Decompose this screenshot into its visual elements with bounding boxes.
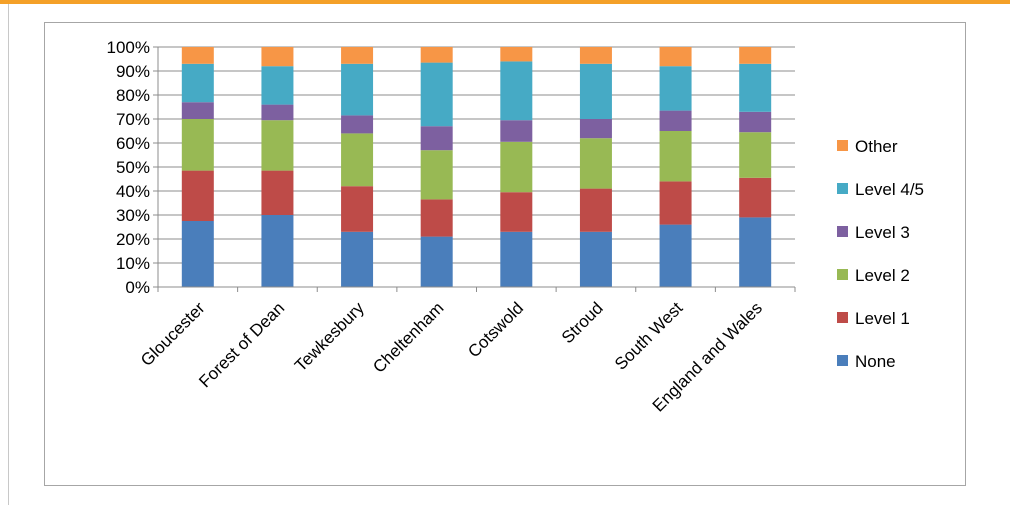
x-category-label: South West bbox=[611, 298, 687, 374]
gridlines bbox=[158, 46, 795, 264]
legend-swatch bbox=[837, 269, 848, 280]
bar-segment-none bbox=[181, 221, 214, 287]
x-category-label: Cheltenham bbox=[369, 298, 447, 376]
x-category-label: Stroud bbox=[558, 298, 607, 347]
bar-segment-none bbox=[659, 224, 692, 287]
legend-label: None bbox=[855, 352, 896, 371]
y-tick-label: 30% bbox=[116, 206, 150, 225]
bar-segment-level-4-5 bbox=[181, 63, 214, 103]
legend-label: Level 3 bbox=[855, 223, 910, 242]
bar-segment-level-4-5 bbox=[659, 66, 692, 111]
y-tick-label: 10% bbox=[116, 254, 150, 273]
bar-segment-level-1 bbox=[739, 177, 772, 218]
bar-segment-none bbox=[261, 215, 294, 287]
y-tick-label: 60% bbox=[116, 134, 150, 153]
bar-segment-level-3 bbox=[500, 120, 533, 142]
bar-stacks bbox=[181, 47, 772, 287]
bar-segment-level-3 bbox=[341, 115, 374, 134]
legend: Other Level 4/5 Level 3 Level 2 Level 1 None bbox=[837, 137, 924, 371]
bar-segment-level-1 bbox=[579, 188, 612, 232]
bar-segment-none bbox=[739, 217, 772, 287]
left-margin-rule bbox=[8, 4, 9, 505]
bar-segment-level-3 bbox=[181, 102, 214, 119]
y-tick-label: 40% bbox=[116, 182, 150, 201]
legend-label: Level 4/5 bbox=[855, 180, 924, 199]
x-category-label: Tewkesbury bbox=[291, 298, 368, 375]
bar-segment-level-4-5 bbox=[261, 66, 294, 105]
y-tick-label: 90% bbox=[116, 62, 150, 81]
bar-segment-other bbox=[579, 47, 612, 64]
legend-swatch bbox=[837, 355, 848, 366]
bar-segment-other bbox=[500, 47, 533, 62]
bar-segment-level-4-5 bbox=[500, 61, 533, 121]
bar-segment-other bbox=[181, 47, 214, 64]
bar-segment-level-2 bbox=[659, 131, 692, 182]
bar-segment-none bbox=[420, 236, 453, 287]
legend-label: Other bbox=[855, 137, 898, 156]
bar-segment-level-2 bbox=[261, 120, 294, 171]
top-accent-bar bbox=[0, 0, 1010, 4]
legend-swatch bbox=[837, 140, 848, 151]
bar-segment-level-2 bbox=[579, 138, 612, 189]
bar-segment-level-2 bbox=[420, 150, 453, 200]
bar-segment-other bbox=[420, 47, 453, 63]
legend-swatch bbox=[837, 183, 848, 194]
legend-label: Level 1 bbox=[855, 309, 910, 328]
y-tick-label: 70% bbox=[116, 110, 150, 129]
bar-segment-level-4-5 bbox=[579, 63, 612, 119]
legend-swatch bbox=[837, 312, 848, 323]
bar-segment-other bbox=[261, 47, 294, 67]
y-tick-label: 20% bbox=[116, 230, 150, 249]
bar-segment-none bbox=[579, 231, 612, 287]
bar-segment-level-3 bbox=[420, 126, 453, 151]
y-tick-label: 50% bbox=[116, 158, 150, 177]
bar-segment-level-1 bbox=[659, 181, 692, 225]
bar-segment-other bbox=[739, 47, 772, 64]
x-category-label: Forest of Dean bbox=[195, 298, 288, 391]
bar-segment-level-4-5 bbox=[739, 63, 772, 112]
bar-segment-level-1 bbox=[261, 170, 294, 215]
bar-segment-level-1 bbox=[181, 170, 214, 221]
bar-segment-level-2 bbox=[341, 133, 374, 187]
legend-swatch bbox=[837, 226, 848, 237]
bar-segment-none bbox=[341, 231, 374, 287]
bar-segment-level-4-5 bbox=[420, 62, 453, 127]
y-tick-label: 0% bbox=[125, 278, 150, 297]
bar-segment-level-3 bbox=[659, 110, 692, 131]
bar-segment-level-3 bbox=[579, 119, 612, 139]
bar-segment-level-2 bbox=[181, 119, 214, 171]
bar-segment-level-2 bbox=[500, 141, 533, 193]
bar-segment-level-1 bbox=[341, 186, 374, 232]
bar-segment-level-2 bbox=[739, 132, 772, 178]
bar-segment-level-1 bbox=[500, 192, 533, 232]
bar-segment-other bbox=[341, 47, 374, 64]
y-tick-label: 100% bbox=[107, 38, 150, 57]
x-category-label: Gloucester bbox=[137, 298, 209, 370]
bar-segment-other bbox=[659, 47, 692, 67]
bar-segment-level-3 bbox=[739, 111, 772, 133]
bar-segment-level-1 bbox=[420, 199, 453, 237]
x-category-label: Cotswold bbox=[464, 298, 527, 361]
chart-frame: 0% 10% 20% 30% 40% 50% 60% 70% 80% 90% 100% Glouce… bbox=[44, 22, 966, 486]
bar-segment-level-4-5 bbox=[341, 63, 374, 116]
bar-segment-level-3 bbox=[261, 104, 294, 121]
axes bbox=[153, 46, 796, 292]
legend-label: Level 2 bbox=[855, 266, 910, 285]
y-tick-label: 80% bbox=[116, 86, 150, 105]
y-tick-labels: 0% 10% 20% 30% 40% 50% 60% 70% 80% 90% 100% bbox=[107, 38, 150, 297]
stacked-bar-chart: 0% 10% 20% 30% 40% 50% 60% 70% 80% 90% 100% Glouce… bbox=[107, 38, 924, 416]
bar-segment-none bbox=[500, 231, 533, 287]
